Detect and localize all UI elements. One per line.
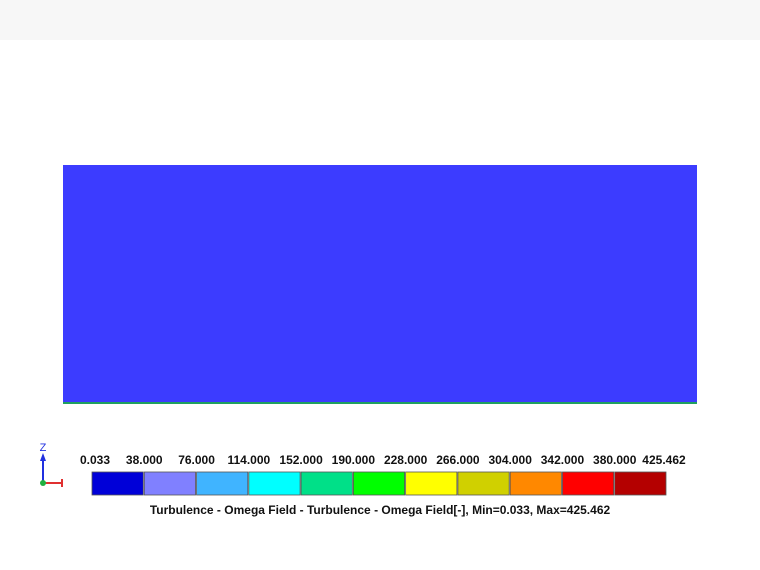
y-axis — [40, 480, 46, 486]
legend-label: 425.462 — [642, 453, 686, 467]
top-band — [0, 0, 760, 40]
legend-swatch — [562, 471, 615, 496]
legend-label: 114.000 — [227, 453, 270, 467]
legend-swatch — [91, 471, 144, 496]
legend-label: 152.000 — [279, 453, 323, 467]
legend-label: 190.000 — [332, 453, 376, 467]
z-arrow — [40, 453, 46, 461]
color-legend: 0.033 38.000 76.000 114.000 152.000 190.000 22… — [80, 453, 686, 496]
legend-swatch — [405, 471, 458, 496]
legend-label: 0.033 — [80, 453, 110, 467]
axis-label: Z — [40, 442, 47, 454]
legend-label: 266.000 — [436, 453, 480, 467]
legend-swatch — [509, 471, 562, 496]
legend-label: 38.000 — [126, 453, 163, 467]
legend-label: 342.000 — [541, 453, 585, 467]
legend-caption: Turbulence - Omega Field - Turbulence - … — [150, 503, 611, 517]
legend-swatch — [614, 471, 667, 496]
axis-triad: Z — [40, 442, 63, 487]
legend-label: 304.000 — [488, 453, 532, 467]
legend-swatch — [143, 471, 196, 496]
field-domain — [63, 165, 697, 403]
legend-swatch — [457, 471, 510, 496]
legend-label: 228.000 — [384, 453, 428, 467]
legend-label: 380.000 — [593, 453, 637, 467]
legend-swatch — [196, 471, 249, 496]
legend-label: 76.000 — [178, 453, 215, 467]
legend-swatch — [300, 471, 353, 496]
legend-swatch — [248, 471, 301, 496]
legend-swatch — [352, 471, 406, 496]
